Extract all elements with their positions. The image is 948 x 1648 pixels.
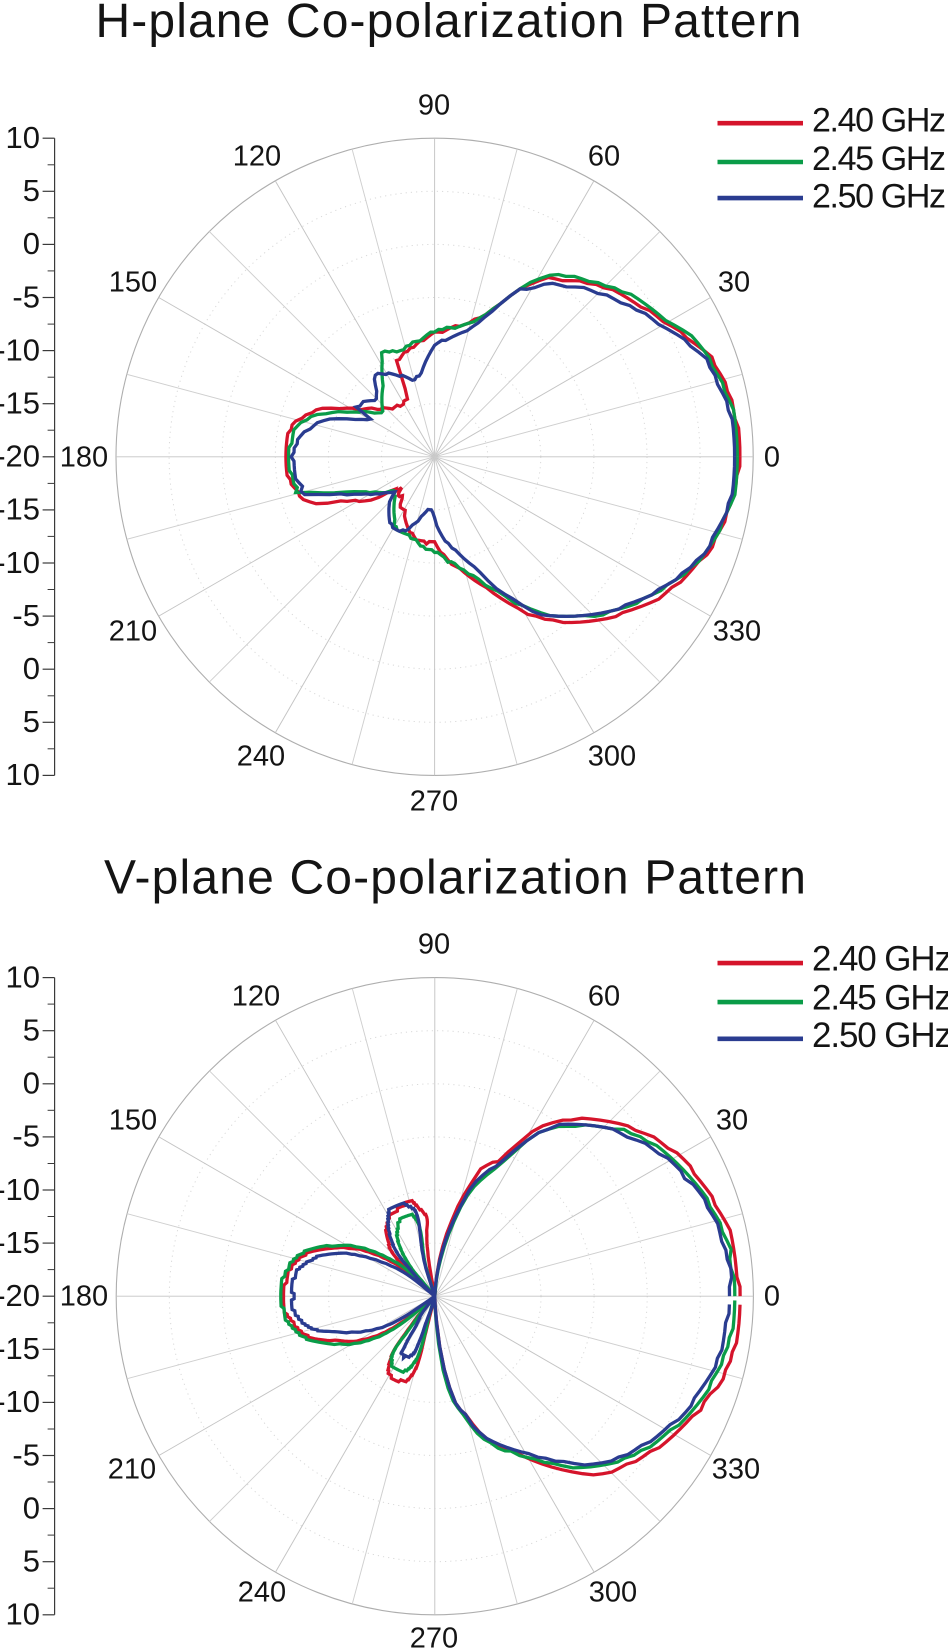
svg-text:2.50 GHz: 2.50 GHz: [812, 1016, 948, 1055]
svg-text:90: 90: [418, 928, 450, 960]
svg-text:0: 0: [764, 441, 780, 473]
svg-text:240: 240: [238, 1576, 286, 1608]
svg-text:-20: -20: [0, 439, 40, 474]
svg-text:150: 150: [109, 1104, 157, 1136]
svg-text:-5: -5: [12, 279, 40, 314]
svg-text:2.40 GHz: 2.40 GHz: [812, 939, 948, 978]
svg-text:0: 0: [23, 226, 40, 261]
svg-text:10: 10: [6, 757, 40, 792]
svg-text:30: 30: [716, 1104, 748, 1136]
svg-text:2.45 GHz: 2.45 GHz: [812, 140, 946, 178]
svg-text:240: 240: [237, 740, 285, 772]
svg-text:H-plane Co-polarization Patter: H-plane Co-polarization Pattern: [96, 0, 802, 48]
svg-text:330: 330: [712, 1453, 760, 1485]
svg-text:2.50 GHz: 2.50 GHz: [812, 177, 946, 215]
svg-text:0: 0: [23, 1066, 40, 1101]
svg-text:V-plane Co-polarization Patter: V-plane Co-polarization Pattern: [104, 851, 806, 904]
svg-text:-5: -5: [12, 598, 40, 633]
svg-text:-5: -5: [12, 1119, 40, 1154]
svg-text:-10: -10: [0, 545, 40, 580]
svg-text:10: 10: [6, 959, 40, 994]
svg-text:210: 210: [109, 615, 157, 647]
svg-text:210: 210: [108, 1453, 156, 1485]
svg-text:2.45 GHz: 2.45 GHz: [812, 979, 948, 1018]
svg-text:330: 330: [713, 615, 761, 647]
svg-text:150: 150: [109, 266, 157, 298]
svg-text:120: 120: [232, 980, 280, 1012]
svg-text:5: 5: [23, 1544, 40, 1579]
svg-text:-10: -10: [0, 332, 40, 367]
svg-text:180: 180: [60, 441, 108, 473]
svg-text:60: 60: [588, 140, 620, 172]
svg-text:30: 30: [718, 266, 750, 298]
svg-text:2.40 GHz: 2.40 GHz: [812, 101, 946, 139]
svg-text:0: 0: [23, 651, 40, 686]
svg-text:-15: -15: [0, 1225, 40, 1260]
svg-text:10: 10: [6, 1597, 40, 1632]
svg-text:60: 60: [588, 980, 620, 1012]
svg-text:-15: -15: [0, 1331, 40, 1366]
svg-text:-5: -5: [12, 1437, 40, 1472]
svg-text:5: 5: [23, 704, 40, 739]
svg-text:-20: -20: [0, 1278, 40, 1313]
svg-text:300: 300: [589, 1576, 637, 1608]
svg-text:120: 120: [233, 140, 281, 172]
svg-text:300: 300: [588, 740, 636, 772]
svg-text:0: 0: [23, 1490, 40, 1525]
svg-text:270: 270: [410, 1622, 458, 1648]
svg-text:90: 90: [418, 89, 450, 121]
svg-text:270: 270: [410, 785, 458, 817]
svg-text:-15: -15: [0, 492, 40, 527]
svg-text:180: 180: [60, 1280, 108, 1312]
svg-text:5: 5: [23, 173, 40, 208]
svg-text:0: 0: [764, 1280, 780, 1312]
svg-text:10: 10: [6, 120, 40, 155]
svg-text:5: 5: [23, 1013, 40, 1048]
svg-text:-15: -15: [0, 386, 40, 421]
svg-text:-10: -10: [0, 1172, 40, 1207]
svg-text:-10: -10: [0, 1384, 40, 1419]
